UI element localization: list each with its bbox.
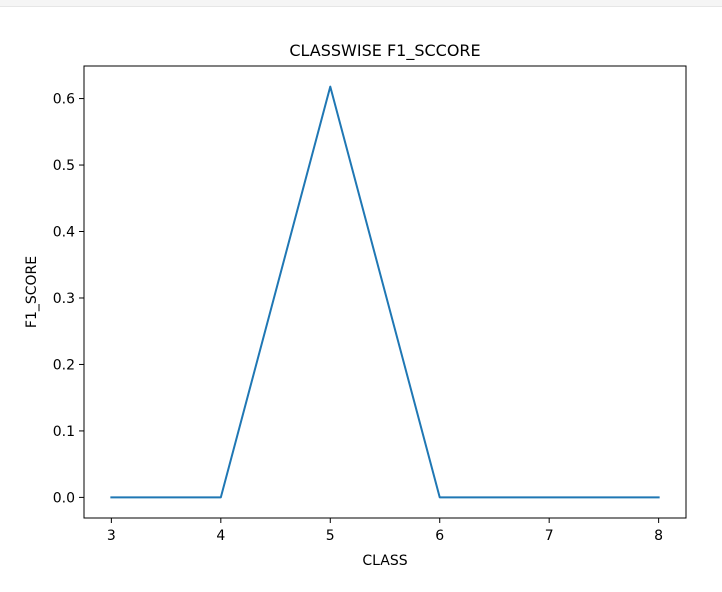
x-axis: 3 4 5 6 7 8 [107, 518, 663, 544]
x-tick-label: 8 [654, 528, 663, 544]
x-tick-label: 3 [107, 528, 116, 544]
y-tick-label: 0.4 [53, 225, 75, 241]
chart-title: CLASSWISE F1_SCCORE [289, 41, 480, 61]
y-tick-label: 0.2 [53, 357, 75, 373]
plot-area [83, 65, 687, 519]
notebook-top-bar [0, 0, 722, 7]
y-tick-label: 0.1 [53, 424, 75, 440]
x-tick-label: 7 [545, 528, 554, 544]
y-tick-label: 0.0 [53, 490, 75, 506]
y-axis: 0.0 0.1 0.2 0.3 0.4 0.5 0.6 [53, 92, 84, 506]
x-tick-label: 4 [216, 528, 225, 544]
x-tick-label: 6 [435, 528, 444, 544]
y-axis-label: F1_SCORE [24, 256, 40, 328]
series-line [110, 85, 660, 499]
y-tick-label: 0.5 [53, 158, 75, 174]
series-layer [110, 85, 660, 499]
x-tick-label: 5 [326, 528, 335, 544]
y-tick-label: 0.3 [53, 291, 75, 307]
y-tick-label: 0.6 [53, 92, 75, 108]
x-axis-label: CLASS [362, 553, 407, 569]
